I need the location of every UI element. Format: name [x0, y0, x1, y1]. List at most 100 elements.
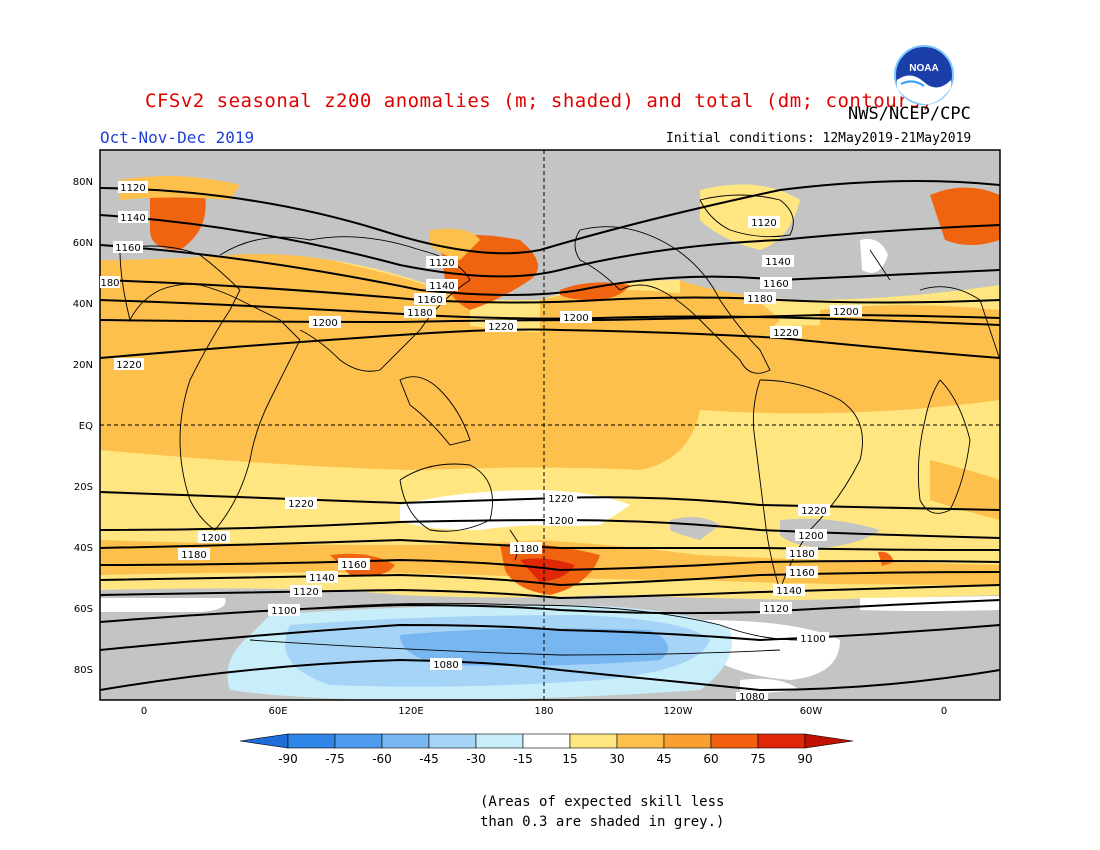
legend-tick-label: -15: [513, 752, 533, 766]
legend-swatch: [710, 733, 759, 749]
chart-title: CFSv2 seasonal z200 anomalies (m; shaded…: [145, 90, 933, 112]
svg-text:1200: 1200: [548, 516, 573, 527]
contour-label: 180: [100, 276, 120, 289]
svg-text:1220: 1220: [288, 499, 313, 510]
footnote-line-2: than 0.3 are shaded in grey.): [480, 814, 725, 830]
contour-label: 1160: [414, 293, 446, 306]
legend-tick-label: 45: [656, 752, 671, 766]
legend-swatch: [757, 733, 806, 749]
lon-label: 120E: [398, 706, 423, 717]
lat-label: 80S: [74, 665, 93, 676]
lat-label: EQ: [79, 421, 93, 432]
contour-label: 1160: [760, 277, 792, 290]
lon-label: 120W: [664, 706, 693, 717]
contour-label: 1100: [268, 604, 300, 617]
lat-label: 60S: [74, 604, 93, 615]
contour-label: 1200: [309, 316, 341, 329]
legend-tick-label: -30: [466, 752, 486, 766]
svg-text:1220: 1220: [116, 360, 141, 371]
svg-text:1200: 1200: [201, 533, 226, 544]
legend-color-bar: [239, 733, 854, 749]
svg-text:1200: 1200: [833, 307, 858, 318]
lon-label: 0: [941, 706, 947, 717]
contour-label: 1220: [285, 497, 317, 510]
lat-label: 20S: [74, 482, 93, 493]
svg-text:1100: 1100: [271, 606, 296, 617]
svg-text:1140: 1140: [776, 586, 801, 597]
contour-label: 1200: [830, 305, 862, 318]
legend-swatch: [287, 733, 336, 749]
svg-text:180: 180: [100, 278, 119, 289]
agency-label: NWS/NCEP/CPC: [848, 104, 971, 124]
svg-text:1220: 1220: [548, 494, 573, 505]
contour-label: 1200: [560, 311, 592, 324]
lon-label: 0: [141, 706, 147, 717]
latitude-labels: 80N 60N 40N 20N EQ 20S 40S 60S 80S: [73, 177, 93, 676]
lon-label: 60E: [268, 706, 287, 717]
lat-label: 20N: [73, 360, 93, 371]
contour-label: 1160: [338, 558, 370, 571]
noaa-logo-text: NOAA: [909, 63, 938, 74]
legend-tick-label: 60: [703, 752, 718, 766]
contour-label: 1140: [773, 584, 805, 597]
footnote-line-1: (Areas of expected skill less: [480, 794, 725, 810]
contour-label: 1160: [113, 241, 143, 254]
svg-text:1160: 1160: [789, 568, 814, 579]
contour-label: 1120: [118, 181, 148, 194]
contour-label: 1120: [748, 216, 780, 229]
legend-tick-label: -45: [419, 752, 439, 766]
svg-text:1200: 1200: [312, 318, 337, 329]
legend-swatch: [334, 733, 383, 749]
svg-text:1200: 1200: [563, 313, 588, 324]
contour-label: 1100: [797, 632, 829, 645]
legend-swatch: [428, 733, 477, 749]
contour-label: 1220: [770, 326, 802, 339]
svg-text:1120: 1120: [763, 604, 788, 615]
svg-text:1220: 1220: [773, 328, 798, 339]
legend-tick-labels: -90 -75 -60 -45 -30 -15 15 30 45 60 75 90: [278, 752, 812, 766]
svg-text:1160: 1160: [763, 279, 788, 290]
contour-label: 1180: [404, 306, 436, 319]
initial-conditions: Initial conditions: 12May2019-21May2019: [666, 131, 972, 146]
contour-label: 1120: [290, 585, 322, 598]
legend-tick-label: -90: [278, 752, 298, 766]
legend-tick-label: 30: [609, 752, 624, 766]
lon-label: 180: [534, 706, 553, 717]
svg-text:1120: 1120: [293, 587, 318, 598]
svg-text:1140: 1140: [429, 281, 454, 292]
svg-text:1220: 1220: [801, 506, 826, 517]
contour-label: 1220: [485, 320, 517, 333]
svg-text:1160: 1160: [417, 295, 442, 306]
contour-label: 1080: [430, 658, 462, 671]
legend-arrow-high: [804, 733, 854, 749]
svg-text:1180: 1180: [181, 550, 206, 561]
coastlines: [119, 194, 1000, 656]
svg-text:1080: 1080: [433, 660, 458, 671]
svg-text:1180: 1180: [789, 549, 814, 560]
contour-label: 1220: [798, 504, 830, 517]
legend-tick-label: 90: [797, 752, 812, 766]
contour-label: 1140: [426, 279, 458, 292]
svg-text:1120: 1120: [751, 218, 776, 229]
legend-tick-label: -75: [325, 752, 345, 766]
legend-swatch: [381, 733, 430, 749]
forecast-period: Oct-Nov-Dec 2019: [100, 128, 255, 147]
contour-label: 1200: [198, 531, 230, 544]
lat-label: 80N: [73, 177, 93, 188]
map-frame: [99, 149, 1001, 701]
svg-text:1160: 1160: [115, 243, 140, 254]
longitude-labels: 0 60E 120E 180 120W 60W 0: [141, 706, 947, 717]
noaa-logo: NOAA: [894, 45, 954, 105]
svg-text:1140: 1140: [309, 573, 334, 584]
svg-text:1080: 1080: [739, 692, 764, 703]
contour-label: 1140: [762, 255, 794, 268]
height-contours: [100, 180, 1000, 692]
legend-tick-label: 75: [750, 752, 765, 766]
contour-label: 1120: [426, 256, 458, 269]
legend-swatch: [475, 733, 524, 749]
legend-swatch: [569, 733, 618, 749]
contour-label: 1200: [795, 529, 827, 542]
svg-text:1140: 1140: [120, 213, 145, 224]
